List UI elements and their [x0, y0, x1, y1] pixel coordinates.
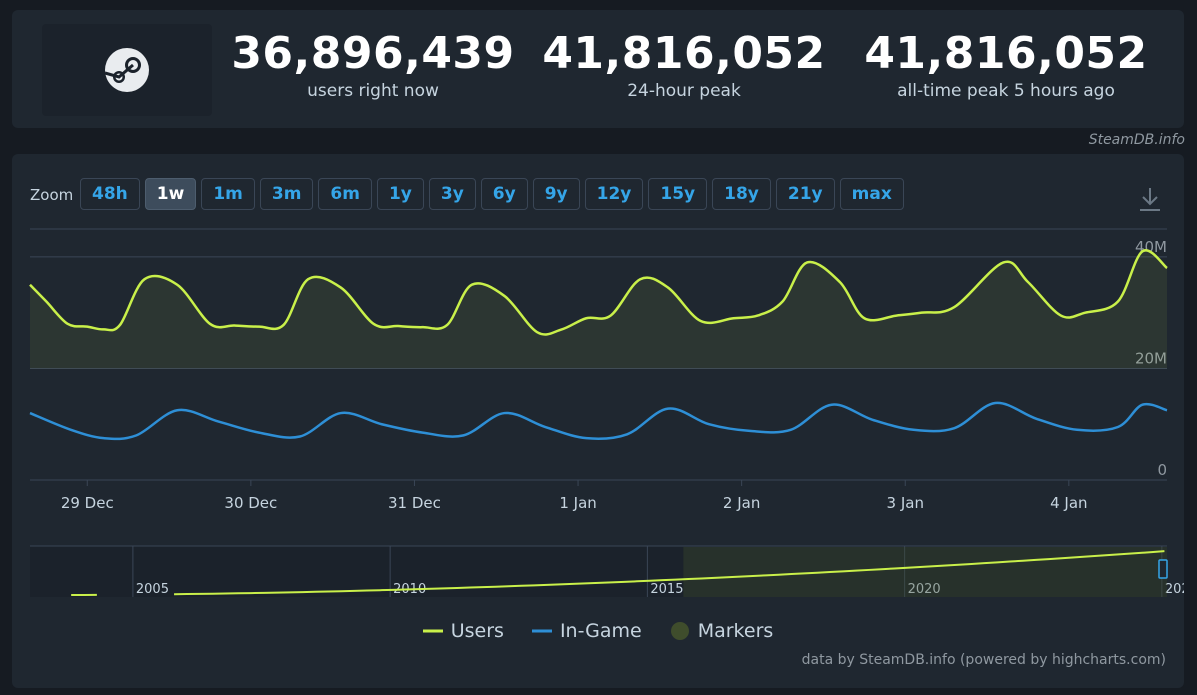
- zoom-label: Zoom: [30, 186, 74, 204]
- markers-dot-icon: [670, 622, 689, 640]
- zoom-button-48h[interactable]: 48h: [80, 178, 140, 210]
- legend-markers-label: Markers: [697, 620, 774, 642]
- stat-current-value: 36,896,439: [231, 28, 515, 79]
- x-tick-label: 30 Dec: [224, 494, 277, 512]
- zoom-button-3y[interactable]: 3y: [428, 178, 476, 210]
- steam-logo-icon: [104, 48, 149, 92]
- in-game-series-line: [29, 401, 1168, 441]
- legend-users-label: Users: [450, 620, 504, 642]
- zoom-button-1m[interactable]: 1m: [201, 178, 255, 210]
- navigator-year-label: 2020: [908, 582, 941, 597]
- stat-all-time-peak-value: 41,816,052: [864, 28, 1148, 79]
- users-series-line: [29, 249, 1168, 336]
- in-game-line-icon: [531, 629, 552, 633]
- x-tick-label: 31 Dec: [388, 494, 441, 512]
- download-icon[interactable]: [1138, 184, 1162, 214]
- zoom-button-9y[interactable]: 9y: [532, 178, 580, 210]
- legend-in-game-label: In-Game: [559, 620, 642, 642]
- navigator-year-label: 2025: [1165, 582, 1184, 597]
- stat-all-time-peak: 41,816,052 all-time peak 5 hours ago: [856, 28, 1156, 102]
- zoom-button-3m[interactable]: 3m: [259, 178, 314, 210]
- stat-24h-peak: 41,816,052 24-hour peak: [534, 28, 834, 102]
- navigator-background: [30, 546, 1167, 597]
- zoom-button-12y[interactable]: 12y: [584, 178, 644, 210]
- footer-credit[interactable]: data by SteamDB.info (powered by highcha…: [801, 652, 1166, 668]
- steam-logo[interactable]: [42, 24, 212, 116]
- zoom-button-18y[interactable]: 18y: [712, 178, 771, 210]
- x-tick-label: 3 Jan: [887, 494, 924, 512]
- zoom-button-21y[interactable]: 21y: [775, 178, 835, 210]
- navigator-year-label: 2005: [136, 582, 169, 597]
- navigator-year-label: 2015: [650, 582, 683, 597]
- y-tick-label: 20M: [1135, 349, 1167, 367]
- legend-markers[interactable]: Markers: [670, 620, 774, 642]
- navigator-users-line: [71, 550, 1165, 596]
- stat-24h-peak-label: 24-hour peak: [627, 81, 741, 101]
- site-credit[interactable]: SteamDB.info: [1088, 132, 1185, 148]
- zoom-buttons: 48h 1w 1m 3m 6m 1y 3y 6y 9y 12y 15y 18y 21y max: [80, 178, 904, 210]
- x-tick-label: 2 Jan: [723, 494, 760, 512]
- users-area: [30, 250, 1167, 369]
- users-line-icon: [422, 629, 443, 633]
- zoom-button-6m[interactable]: 6m: [318, 178, 372, 210]
- zoom-button-max[interactable]: max: [839, 178, 904, 210]
- stat-all-time-peak-label: all-time peak 5 hours ago: [897, 81, 1115, 101]
- x-tick-label: 29 Dec: [61, 494, 114, 512]
- x-tick-label: 1 Jan: [559, 494, 596, 512]
- zoom-button-1y[interactable]: 1y: [376, 178, 424, 210]
- zoom-button-6y[interactable]: 6y: [480, 178, 528, 210]
- stat-current: 36,896,439 users right now: [223, 28, 523, 102]
- zoom-button-1w[interactable]: 1w: [144, 178, 197, 210]
- x-tick-label: 4 Jan: [1050, 494, 1087, 512]
- chart-legend: Users In-Game Markers: [12, 620, 1184, 642]
- stat-24h-peak-value: 41,816,052: [542, 28, 826, 79]
- navigator-selection: [683, 547, 1167, 597]
- zoom-button-15y[interactable]: 15y: [648, 178, 708, 210]
- stat-current-label: users right now: [307, 81, 439, 101]
- legend-users[interactable]: Users: [422, 620, 504, 642]
- stats-bar: 36,896,439 users right now 41,816,052 24…: [12, 10, 1184, 128]
- y-tick-label: 0: [1157, 461, 1167, 479]
- chart-panel: Zoom 48h 1w 1m 3m 6m 1y 3y 6y 9y 12y 15y 18y 21y max …: [12, 154, 1184, 688]
- legend-in-game[interactable]: In-Game: [531, 620, 642, 642]
- navigator-handle: [1158, 559, 1168, 579]
